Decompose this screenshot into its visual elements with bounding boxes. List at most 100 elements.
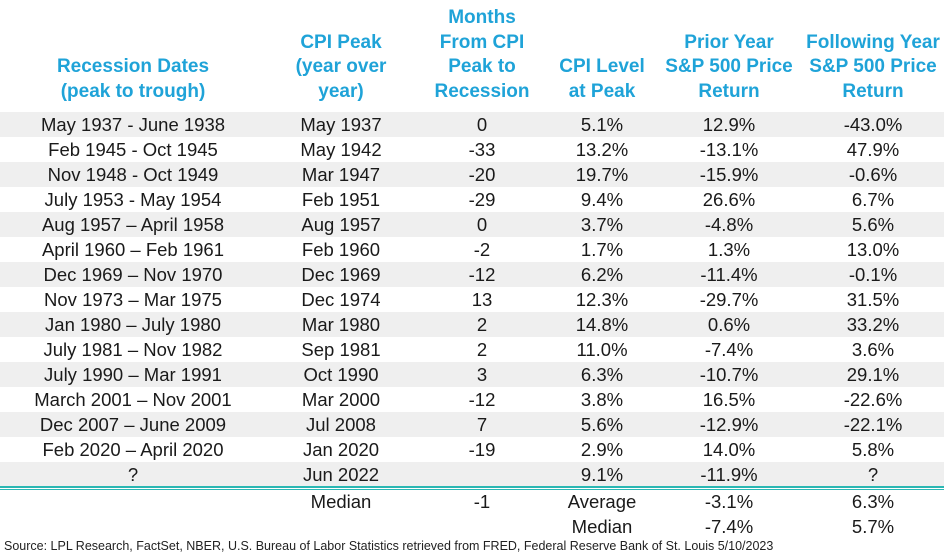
- cell-months-to-recession: -12: [468, 389, 496, 410]
- cell-recession-dates: May 1937 - June 1938: [40, 114, 226, 135]
- cell-months-to-recession: -20: [468, 164, 496, 185]
- header-line: CPI Peak: [300, 31, 382, 53]
- cell-cpi-peak: Feb 1951: [301, 189, 381, 210]
- header-line: Following Year: [806, 31, 940, 53]
- cell-recession-dates: Dec 1969 – Nov 1970: [43, 264, 223, 285]
- table-row: Jan 1980 – July 1980 Mar 1980 2 14.8% 0.6% 33…: [0, 312, 944, 337]
- summary-row: Median -1 Average -3.1% 6.3%: [0, 489, 944, 514]
- header-line: Peak to: [448, 56, 516, 77]
- cell-prior-year-return: -11.4%: [700, 264, 758, 285]
- cell-cpi-peak: Jul 2008: [306, 414, 376, 435]
- cell-cpi-peak: Aug 1957: [301, 214, 381, 235]
- cell-cpi-peak: Oct 1990: [303, 364, 379, 385]
- table-row: Nov 1973 – Mar 1975 Dec 1974 13 12.3% -29.7%…: [0, 287, 944, 312]
- summary-cell-cpi-peak: [266, 514, 416, 539]
- cell-months-to-recession: 13: [471, 289, 493, 310]
- cell-cpi-level: 9.4%: [580, 189, 624, 210]
- table-row: March 2001 – Nov 2001 Mar 2000 -12 3.8% 16.5…: [0, 387, 944, 412]
- table-row: July 1953 - May 1954 Feb 1951 -29 9.4% 26.6%…: [0, 187, 944, 212]
- summary-cell-recession-dates: [0, 514, 266, 539]
- summary-row: Median -7.4% 5.7%: [0, 514, 944, 539]
- header-line: at Peak: [568, 80, 636, 102]
- cell-cpi-level: 3.8%: [580, 389, 624, 410]
- cell-following-year-return: 6.7%: [851, 189, 895, 210]
- cell-cpi-level: 1.7%: [580, 239, 624, 260]
- cell-recession-dates: March 2001 – Nov 2001: [34, 389, 232, 410]
- header-recession-dates: Recession Dates (peak to trough): [0, 55, 266, 104]
- table-row: July 1981 – Nov 1982 Sep 1981 2 11.0% -7.4% 3…: [0, 337, 944, 362]
- cell-following-year-return: 33.2%: [846, 314, 900, 335]
- cell-recession-dates: July 1990 – Mar 1991: [44, 364, 222, 385]
- cell-cpi-peak: Mar 2000: [301, 389, 381, 410]
- table-row: Feb 2020 – April 2020 Jan 2020 -19 2.9% 14.0…: [0, 437, 944, 462]
- cell-prior-year-return: 14.0%: [702, 439, 756, 460]
- cell-recession-dates: Nov 1973 – Mar 1975: [44, 289, 222, 310]
- cell-months-to-recession: -19: [468, 439, 496, 460]
- cell-recession-dates: ?: [127, 464, 139, 485]
- cell-following-year-return: 29.1%: [846, 364, 900, 385]
- cell-prior-year-return: 0.6%: [707, 314, 751, 335]
- cell-months-to-recession: 2: [476, 339, 488, 360]
- cell-following-year-return: -0.1%: [848, 264, 898, 285]
- cell-recession-dates: July 1981 – Nov 1982: [43, 339, 223, 360]
- cell-cpi-peak: Mar 1980: [301, 314, 381, 335]
- cell-cpi-level: 12.3%: [575, 289, 629, 310]
- cell-cpi-level: 6.3%: [580, 364, 624, 385]
- summary-cell-prior-year-return: -7.4%: [704, 516, 754, 537]
- header-line: Months: [448, 7, 516, 28]
- cell-following-year-return: -0.6%: [848, 164, 898, 185]
- summary-divider: [0, 486, 944, 488]
- cell-months-to-recession: 3: [476, 364, 488, 385]
- cell-cpi-level: 6.2%: [580, 264, 624, 285]
- cell-following-year-return: 5.8%: [851, 439, 895, 460]
- header-cpi-peak: CPI Peak (year over year): [266, 31, 416, 105]
- cell-recession-dates: Feb 2020 – April 2020: [42, 439, 224, 460]
- cell-recession-dates: Feb 1945 - Oct 1945: [48, 139, 218, 160]
- summary-cell-cpi-level: Median: [571, 516, 633, 537]
- cell-recession-dates: July 1953 - May 1954: [44, 189, 222, 210]
- header-cpi-level: CPI Level at Peak: [548, 55, 656, 104]
- cell-recession-dates: Dec 2007 – June 2009: [39, 414, 227, 435]
- summary-cell-months-to-recession: -1: [473, 491, 491, 512]
- cell-cpi-level: 13.2%: [575, 139, 629, 160]
- table-row: April 1960 – Feb 1961 Feb 1960 -2 1.7% 1.3% 1…: [0, 237, 944, 262]
- header-line: Recession: [434, 80, 530, 102]
- header-line: S&P 500 Price: [809, 56, 937, 77]
- summary-cell-cpi-level: Average: [567, 491, 637, 512]
- cell-following-year-return: -22.1%: [843, 414, 903, 435]
- header-line: Prior Year: [684, 31, 774, 53]
- cell-months-to-recession: 0: [476, 214, 488, 235]
- cell-cpi-level: 2.9%: [580, 439, 624, 460]
- cell-cpi-peak: Dec 1969: [301, 264, 381, 285]
- cell-months-to-recession: 2: [476, 314, 488, 335]
- header-line: (peak to trough): [60, 80, 206, 102]
- cell-prior-year-return: 26.6%: [702, 189, 756, 210]
- summary-cell-prior-year-return: -3.1%: [704, 491, 754, 512]
- summary-divider-thin: [0, 489, 944, 490]
- cell-following-year-return: -22.6%: [843, 389, 903, 410]
- header-line: Return: [698, 80, 760, 102]
- cell-cpi-level: 9.1%: [580, 464, 624, 485]
- cell-cpi-peak: Jan 2020: [302, 439, 380, 460]
- cell-prior-year-return: -29.7%: [699, 289, 759, 310]
- cell-recession-dates: Nov 1948 - Oct 1949: [47, 164, 219, 185]
- cell-recession-dates: Jan 1980 – July 1980: [45, 314, 221, 335]
- cell-cpi-level: 19.7%: [575, 164, 629, 185]
- table-row: Feb 1945 - Oct 1945 May 1942 -33 13.2% -13.1…: [0, 137, 944, 162]
- header-line: S&P 500 Price: [665, 56, 793, 77]
- cell-following-year-return: ?: [867, 464, 879, 485]
- cell-cpi-peak: Feb 1960: [301, 239, 381, 260]
- header-line: Recession Dates: [56, 56, 210, 77]
- header-line: year): [318, 80, 364, 102]
- header-months-to-recession: Months From CPI Peak to Recession: [416, 6, 548, 104]
- table-header: Recession Dates (peak to trough) CPI Peak (…: [0, 0, 944, 110]
- cell-cpi-level: 11.0%: [576, 339, 628, 360]
- source-note: Source: LPL Research, FactSet, NBER, U.S…: [4, 539, 774, 553]
- cell-cpi-peak: Jun 2022: [302, 464, 380, 485]
- summary-cell-recession-dates: [0, 489, 266, 514]
- cell-prior-year-return: -10.7%: [699, 364, 759, 385]
- cell-cpi-level: 14.8%: [575, 314, 629, 335]
- cell-prior-year-return: -11.9%: [700, 464, 758, 485]
- cell-prior-year-return: -12.9%: [699, 414, 759, 435]
- cell-cpi-level: 5.6%: [580, 414, 624, 435]
